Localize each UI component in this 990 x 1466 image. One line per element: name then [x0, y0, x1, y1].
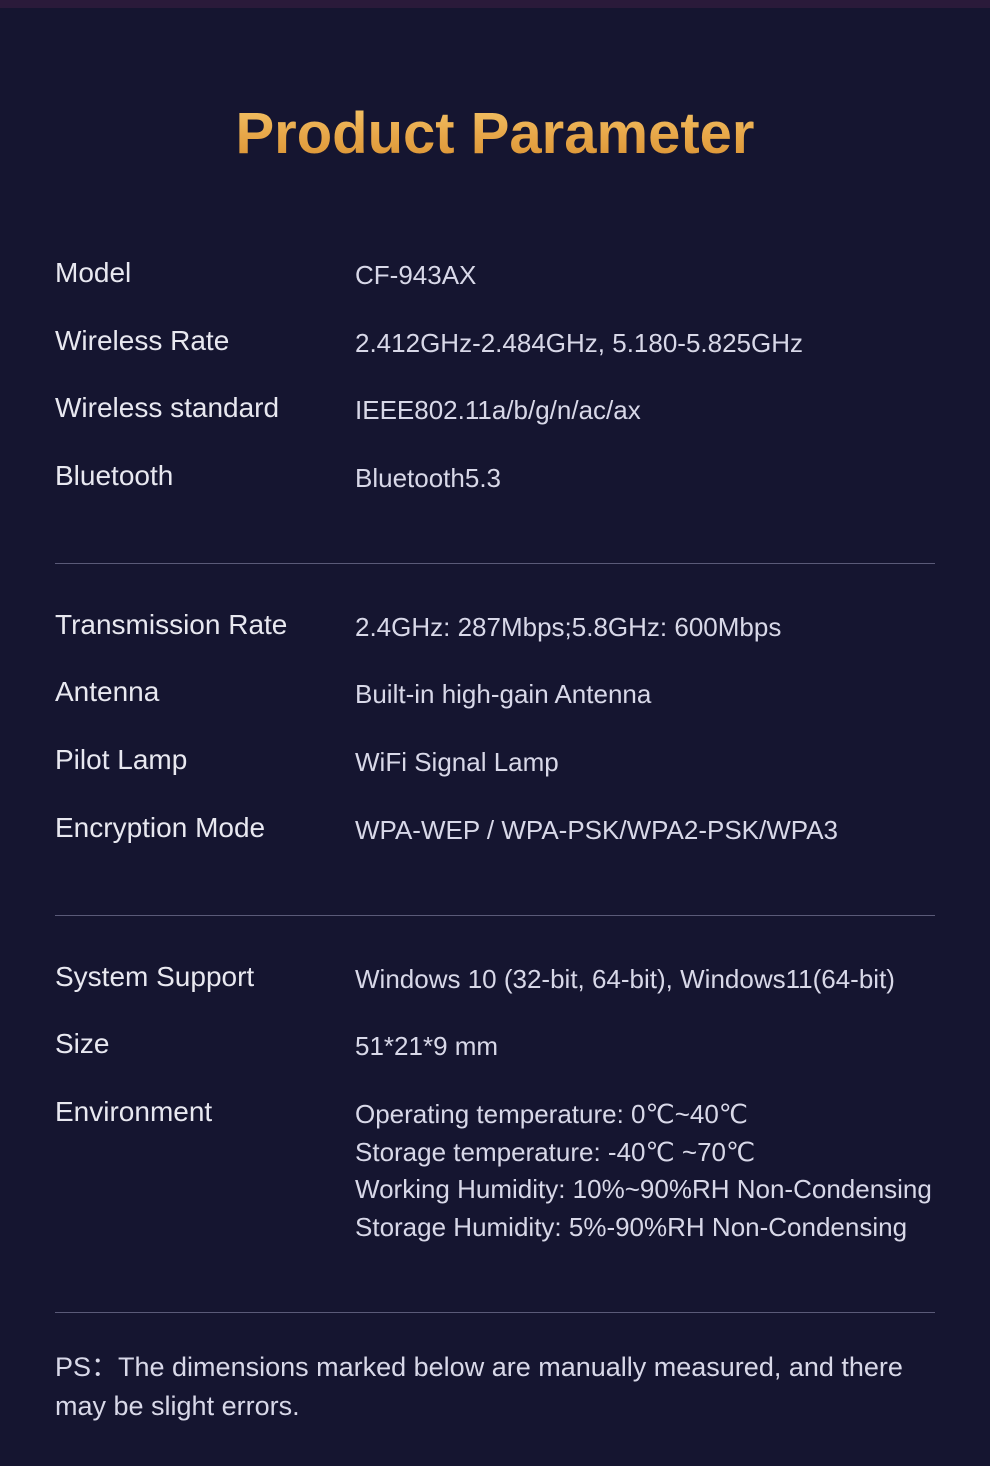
spec-label: Wireless standard — [55, 392, 355, 424]
ps-note: PS：The dimensions marked below are manua… — [55, 1348, 935, 1426]
spec-value: 2.412GHz-2.484GHz, 5.180-5.825GHz — [355, 325, 935, 363]
spec-label: Pilot Lamp — [55, 744, 355, 776]
spec-row: Bluetooth Bluetooth5.3 — [55, 460, 935, 498]
spec-row: Model CF-943AX — [55, 257, 935, 295]
divider — [55, 563, 935, 564]
spec-row: Environment Operating temperature: 0℃~40… — [55, 1096, 935, 1247]
spec-label: Size — [55, 1028, 355, 1060]
spec-label: Model — [55, 257, 355, 289]
spec-row: Size 51*21*9 mm — [55, 1028, 935, 1066]
spec-label: Wireless Rate — [55, 325, 355, 357]
spec-value: WPA-WEP / WPA-PSK/WPA2-PSK/WPA3 — [355, 812, 935, 850]
section-1: Model CF-943AX Wireless Rate 2.412GHz-2.… — [55, 247, 935, 553]
top-accent — [0, 0, 990, 8]
page-title: Product Parameter — [55, 100, 935, 167]
spec-row: Antenna Built-in high-gain Antenna — [55, 676, 935, 714]
spec-value: 51*21*9 mm — [355, 1028, 935, 1066]
section-2: Transmission Rate 2.4GHz: 287Mbps;5.8GHz… — [55, 599, 935, 905]
spec-value: Bluetooth5.3 — [355, 460, 935, 498]
spec-label: Transmission Rate — [55, 609, 355, 641]
spec-label: Encryption Mode — [55, 812, 355, 844]
spec-row: Wireless Rate 2.412GHz-2.484GHz, 5.180-5… — [55, 325, 935, 363]
spec-value: Built-in high-gain Antenna — [355, 676, 935, 714]
spec-label: Environment — [55, 1096, 355, 1128]
spec-label: System Support — [55, 961, 355, 993]
spec-row: Transmission Rate 2.4GHz: 287Mbps;5.8GHz… — [55, 609, 935, 647]
spec-label: Antenna — [55, 676, 355, 708]
spec-row: Pilot Lamp WiFi Signal Lamp — [55, 744, 935, 782]
spec-value: Operating temperature: 0℃~40℃ Storage te… — [355, 1096, 935, 1247]
spec-sheet: Product Parameter Model CF-943AX Wireles… — [0, 0, 990, 1466]
spec-row: System Support Windows 10 (32-bit, 64-bi… — [55, 961, 935, 999]
spec-value: IEEE802.11a/b/g/n/ac/ax — [355, 392, 935, 430]
spec-value: Windows 10 (32-bit, 64-bit), Windows11(6… — [355, 961, 935, 999]
spec-value: WiFi Signal Lamp — [355, 744, 935, 782]
divider — [55, 915, 935, 916]
spec-label: Bluetooth — [55, 460, 355, 492]
section-3: System Support Windows 10 (32-bit, 64-bi… — [55, 951, 935, 1302]
divider — [55, 1312, 935, 1313]
spec-row: Wireless standard IEEE802.11a/b/g/n/ac/a… — [55, 392, 935, 430]
spec-value: CF-943AX — [355, 257, 935, 295]
spec-value: 2.4GHz: 287Mbps;5.8GHz: 600Mbps — [355, 609, 935, 647]
spec-row: Encryption Mode WPA-WEP / WPA-PSK/WPA2-P… — [55, 812, 935, 850]
